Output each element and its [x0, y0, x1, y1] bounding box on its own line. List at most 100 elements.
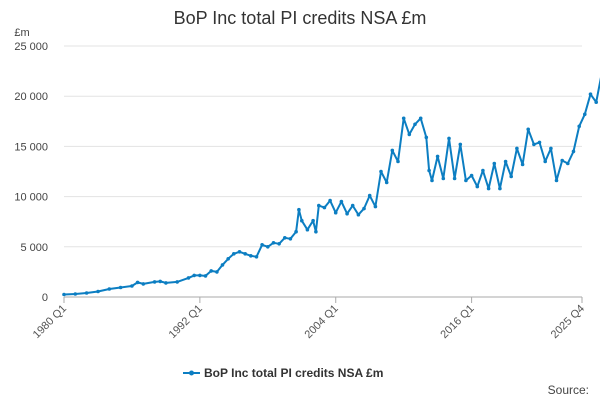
data-point[interactable]	[277, 242, 281, 246]
data-point[interactable]	[458, 142, 463, 147]
data-point[interactable]	[435, 154, 440, 159]
data-point[interactable]	[203, 274, 208, 278]
data-point[interactable]	[566, 161, 570, 166]
data-point[interactable]	[283, 236, 287, 240]
data-point[interactable]	[209, 269, 213, 273]
data-point[interactable]	[390, 148, 395, 153]
data-point[interactable]	[509, 174, 513, 179]
data-point[interactable]	[543, 159, 547, 164]
data-point[interactable]	[571, 149, 576, 154]
data-point[interactable]	[322, 205, 327, 210]
data-point[interactable]	[254, 254, 259, 259]
data-point[interactable]	[215, 270, 219, 274]
data-point[interactable]	[418, 116, 423, 121]
legend-marker	[189, 370, 194, 376]
data-point[interactable]	[503, 159, 508, 164]
data-point[interactable]	[62, 292, 66, 297]
data-point[interactable]	[198, 273, 202, 278]
data-point[interactable]	[413, 122, 417, 127]
data-point[interactable]	[583, 112, 587, 117]
data-point[interactable]	[362, 206, 366, 211]
y-tick-label: 0	[42, 292, 48, 304]
data-point[interactable]	[520, 162, 525, 167]
x-axis-ticks: 1980 Q1 1992 Q1 2004 Q1 2016 Q1 2025 Q4	[31, 297, 587, 341]
data-point[interactable]	[367, 193, 372, 198]
data-point[interactable]	[373, 204, 378, 209]
data-point[interactable]	[135, 280, 140, 285]
data-point[interactable]	[158, 279, 162, 284]
data-point[interactable]	[328, 198, 332, 203]
data-point[interactable]	[333, 210, 338, 215]
data-point[interactable]	[427, 168, 431, 173]
data-point[interactable]	[594, 100, 598, 104]
data-point[interactable]	[237, 250, 242, 254]
y-tick-label: 5 000	[20, 242, 48, 254]
data-point[interactable]	[314, 229, 318, 234]
data-point[interactable]	[345, 211, 349, 216]
data-point[interactable]	[186, 276, 191, 280]
data-point[interactable]	[554, 178, 559, 183]
data-point[interactable]	[537, 140, 542, 145]
data-point[interactable]	[515, 146, 519, 151]
data-point[interactable]	[430, 178, 434, 183]
x-tick-label: 1992 Q1	[167, 303, 205, 341]
data-point[interactable]	[475, 184, 480, 189]
data-point[interactable]	[260, 243, 264, 247]
data-point[interactable]	[297, 207, 301, 212]
data-point[interactable]	[220, 263, 225, 267]
data-point[interactable]	[396, 159, 400, 164]
data-point[interactable]	[226, 257, 230, 261]
data-point[interactable]	[356, 212, 361, 217]
data-point[interactable]	[560, 158, 564, 163]
data-point[interactable]	[118, 285, 123, 290]
data-point[interactable]	[175, 280, 179, 284]
data-point[interactable]	[232, 252, 236, 256]
data-point[interactable]	[73, 292, 78, 296]
data-point[interactable]	[339, 199, 344, 204]
data-point[interactable]	[447, 136, 451, 141]
data-point[interactable]	[305, 227, 310, 232]
data-point[interactable]	[130, 284, 134, 288]
data-point[interactable]	[350, 203, 355, 208]
data-point[interactable]	[271, 241, 276, 245]
data-point[interactable]	[311, 218, 315, 223]
legend[interactable]: BoP Inc total PI credits NSA £m	[183, 366, 383, 380]
data-point[interactable]	[288, 237, 293, 241]
data-point[interactable]	[96, 289, 100, 294]
data-point[interactable]	[249, 254, 253, 258]
data-point[interactable]	[549, 146, 553, 151]
data-point[interactable]	[532, 142, 536, 147]
data-point[interactable]	[492, 161, 497, 166]
data-point[interactable]	[401, 116, 406, 121]
data-point[interactable]	[164, 281, 168, 285]
data-point[interactable]	[192, 273, 196, 278]
data-point[interactable]	[107, 287, 112, 291]
source-label: Source:	[548, 383, 589, 397]
data-point[interactable]	[441, 176, 446, 181]
data-point[interactable]	[379, 169, 383, 174]
data-point[interactable]	[384, 180, 389, 185]
data-point[interactable]	[300, 218, 304, 223]
data-point[interactable]	[407, 132, 412, 137]
x-tick-label: 1980 Q1	[31, 303, 69, 341]
data-point[interactable]	[498, 186, 502, 191]
data-point[interactable]	[317, 203, 321, 208]
data-point[interactable]	[152, 280, 157, 284]
chart-title: BoP Inc total PI credits NSA £m	[174, 8, 427, 28]
data-point[interactable]	[464, 178, 468, 183]
data-point[interactable]	[481, 168, 485, 173]
data-point[interactable]	[577, 124, 581, 129]
data-point[interactable]	[266, 245, 270, 249]
x-tick-label: 2004 Q1	[303, 303, 341, 341]
data-point[interactable]	[588, 92, 593, 96]
data-point[interactable]	[141, 282, 146, 286]
data-point[interactable]	[469, 173, 474, 178]
data-point[interactable]	[294, 229, 298, 234]
data-point[interactable]	[243, 252, 247, 256]
data-point[interactable]	[452, 176, 457, 181]
data-point[interactable]	[486, 186, 491, 191]
data-point[interactable]	[84, 291, 89, 295]
data-point[interactable]	[526, 127, 530, 132]
data-point[interactable]	[424, 135, 429, 140]
